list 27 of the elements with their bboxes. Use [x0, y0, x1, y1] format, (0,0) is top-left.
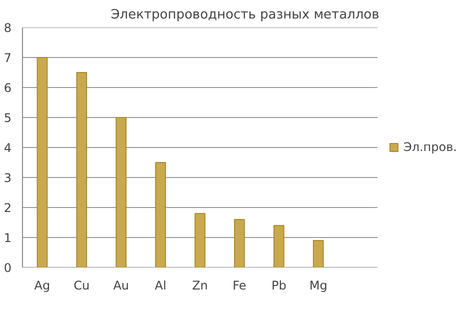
x-tick-label: Au — [113, 278, 130, 292]
bar — [116, 117, 127, 268]
y-tick-label: 5 — [4, 111, 12, 125]
x-tick-label: Al — [154, 278, 166, 292]
x-tick-label: Mg — [309, 278, 328, 292]
bar — [155, 162, 166, 268]
x-tick-label: Cu — [74, 278, 90, 292]
bar — [194, 213, 206, 268]
bar — [273, 225, 284, 268]
bar — [312, 240, 324, 268]
y-tick-label: 2 — [4, 201, 12, 215]
y-tick-label: 7 — [4, 51, 12, 65]
y-tick-label: 3 — [4, 171, 12, 185]
y-tick-label: 0 — [4, 261, 12, 275]
bar — [36, 57, 48, 268]
x-tick-label: Ag — [34, 278, 50, 292]
bar — [234, 219, 245, 268]
x-tick-label: Fe — [232, 278, 246, 292]
y-tick-label: 8 — [4, 21, 12, 35]
y-tick-label: 4 — [4, 141, 12, 155]
y-tick-label: 1 — [4, 231, 12, 245]
bar — [76, 72, 88, 268]
x-tick-label: Zn — [192, 278, 208, 292]
y-tick-label: 6 — [4, 81, 12, 95]
legend-label: Эл.пров. — [403, 140, 457, 154]
chart-title: Электропроводность разных металлов — [110, 8, 380, 22]
x-tick-label: Pb — [271, 278, 286, 292]
